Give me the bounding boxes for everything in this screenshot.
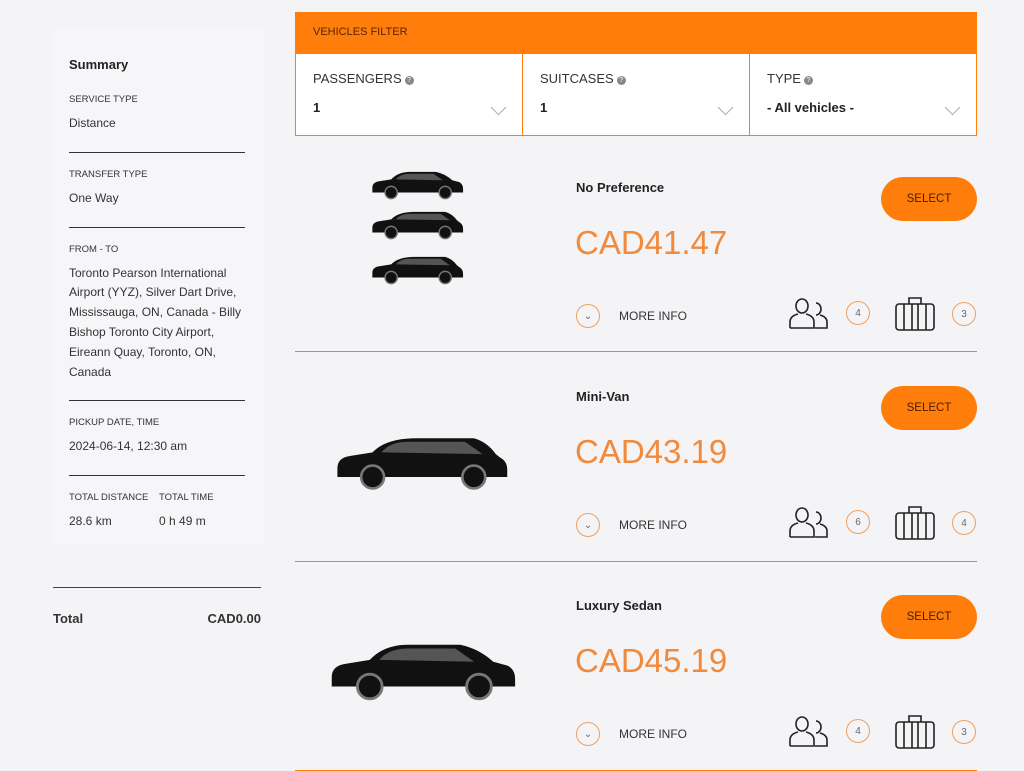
passenger-capacity: 4 (788, 296, 870, 330)
suitcases-value: 1 (540, 100, 548, 115)
service-type-value: Distance (69, 116, 116, 130)
vehicle-name: Mini-Van (576, 389, 630, 404)
divider (53, 587, 261, 588)
distance-label: TOTAL DISTANCE (69, 492, 149, 504)
help-icon[interactable]: ? (616, 76, 626, 85)
select-button[interactable]: SELECT (881, 386, 977, 430)
passenger-count: 6 (846, 510, 870, 534)
help-icon[interactable]: ? (404, 76, 414, 85)
suitcase-capacity: 3 (894, 296, 976, 332)
vehicle-name: No Preference (576, 180, 665, 195)
type-select[interactable]: TYPE? - All vehicles - (750, 54, 976, 136)
type-label: TYPE (767, 71, 801, 86)
vehicle-price: CAD41.47 (575, 224, 728, 261)
select-button[interactable]: SELECT (881, 595, 977, 639)
time-value: 0 h 49 m (159, 514, 206, 529)
passenger-capacity: 6 (788, 505, 870, 539)
vehicle-image (372, 171, 464, 285)
suitcases-label: SUITCASES (540, 71, 614, 86)
summary-title: Summary (69, 57, 129, 72)
filter-title: VEHICLES FILTER (296, 13, 976, 54)
time-label: TOTAL TIME (159, 492, 214, 504)
service-type-label: SERVICE TYPE (69, 94, 138, 105)
passenger-count: 4 (846, 301, 870, 325)
distance-value: 28.6 km (69, 514, 112, 529)
vehicle-card: No Preference CAD41.47 SELECT ⌄ MORE INFO… (295, 144, 977, 352)
suitcase-capacity: 4 (894, 505, 976, 541)
summary-panel: Summary SERVICE TYPE Distance TRANSFER TY… (53, 30, 265, 545)
from-to-value: Toronto Pearson International Airport (Y… (69, 265, 242, 379)
total-label: Total (53, 611, 84, 626)
suitcase-icon (895, 506, 935, 540)
more-info-label: MORE INFO (619, 518, 687, 532)
chevron-down-icon: ⌄ (576, 304, 600, 328)
suitcase-count: 4 (952, 511, 976, 535)
suitcase-count: 3 (952, 720, 976, 744)
transfer-type-label: TRANSFER TYPE (69, 168, 148, 180)
suitcase-icon (895, 715, 935, 749)
suitcase-count: 3 (952, 302, 976, 326)
vehicle-price: CAD45.19 (575, 642, 728, 679)
passengers-icon (789, 298, 828, 329)
vehicle-card: Mini-Van CAD43.19 SELECT ⌄ MORE INFO 6 4 (295, 353, 977, 562)
passenger-count: 4 (846, 719, 870, 743)
suitcase-icon (895, 297, 935, 331)
select-button[interactable]: SELECT (881, 177, 977, 221)
vehicles-filter: VEHICLES FILTER PASSENGERS? 1 SUITCASES? 1… (295, 12, 977, 136)
passengers-icon (789, 716, 828, 747)
help-icon[interactable]: ? (803, 76, 813, 85)
suitcase-capacity: 3 (894, 714, 976, 750)
more-info-label: MORE INFO (619, 727, 687, 741)
chevron-down-icon: ⌄ (576, 513, 600, 537)
more-info-toggle[interactable]: ⌄ MORE INFO (576, 722, 687, 746)
total-value: CAD0.00 (207, 611, 261, 626)
more-info-toggle[interactable]: ⌄ MORE INFO (576, 304, 687, 328)
vehicle-image (331, 644, 516, 701)
type-value: - All vehicles - (767, 100, 854, 115)
passengers-value: 1 (313, 100, 321, 115)
pickup-value: 2024-06-14, 12:30 am (69, 439, 188, 454)
vehicle-price: CAD43.19 (575, 433, 728, 470)
pickup-label: PICKUP DATE, TIME (69, 417, 160, 429)
more-info-toggle[interactable]: ⌄ MORE INFO (576, 513, 687, 537)
total-row: Total CAD0.00 (53, 611, 261, 626)
transfer-type-value: One Way (69, 190, 119, 205)
passengers-icon (789, 507, 828, 538)
suitcases-select[interactable]: SUITCASES? 1 (523, 54, 750, 136)
chevron-down-icon: ⌄ (576, 722, 600, 746)
vehicle-name: Luxury Sedan (576, 598, 662, 613)
passengers-select[interactable]: PASSENGERS? 1 (296, 54, 523, 136)
passengers-label: PASSENGERS (313, 71, 402, 86)
vehicle-card: Luxury Sedan CAD45.19 SELECT ⌄ MORE INFO … (295, 562, 977, 771)
from-to-label: FROM - TO (69, 243, 119, 255)
passenger-capacity: 4 (788, 714, 870, 748)
vehicle-image (337, 438, 508, 490)
more-info-label: MORE INFO (619, 309, 687, 323)
